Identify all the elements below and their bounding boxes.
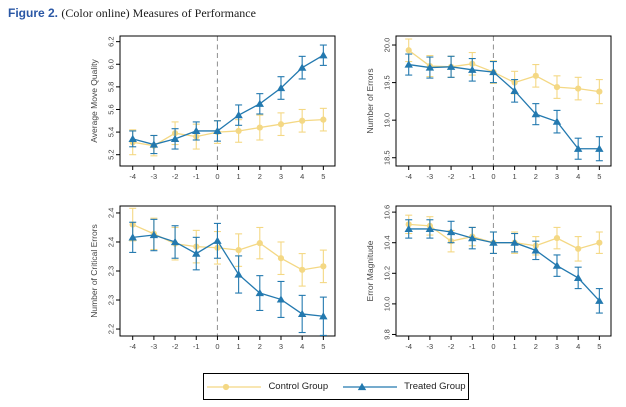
svg-text:-1: -1 — [193, 342, 200, 351]
svg-text:3: 3 — [555, 342, 559, 351]
svg-text:Error Magnitude: Error Magnitude — [365, 240, 375, 301]
svg-text:Number of Critical Errors: Number of Critical Errors — [89, 224, 99, 318]
chart-number-of-critical-errors-plot: 2.2 2.3 2.3 2.4 2.4 -4 -3 -2 -1 0 1 2 3 4 5 Number of C… — [89, 205, 336, 351]
svg-text:2.2: 2.2 — [107, 324, 116, 334]
svg-text:19.0: 19.0 — [383, 113, 392, 128]
legend-label-treated: Treated Group — [404, 381, 466, 392]
figure-title: Figure 2. (Color online) Measures of Per… — [8, 6, 256, 21]
svg-text:2: 2 — [258, 342, 262, 351]
chart-error-magnitude-plot: 9.8 10.0 10.2 10.4 10.6 -4 -3 -2 -1 0 1 2 3 4 5 Error M… — [365, 205, 612, 351]
svg-text:4: 4 — [576, 342, 580, 351]
svg-text:0: 0 — [491, 172, 495, 181]
svg-text:2: 2 — [258, 172, 262, 181]
svg-text:4: 4 — [300, 172, 304, 181]
svg-text:-2: -2 — [448, 342, 455, 351]
svg-text:5.8: 5.8 — [107, 82, 116, 92]
svg-text:5: 5 — [321, 342, 325, 351]
svg-text:20.0: 20.0 — [383, 38, 392, 53]
svg-text:-4: -4 — [129, 342, 136, 351]
chart-average-move-quality-plot: 5.2 5.4 5.6 5.8 6.0 6.2 -4 -3 -2 -1 0 1 2 3 4 5 Average … — [89, 35, 336, 181]
legend-label-control: Control Group — [268, 381, 329, 392]
svg-text:-1: -1 — [469, 342, 476, 351]
svg-text:-4: -4 — [405, 172, 412, 181]
svg-text:5: 5 — [597, 342, 601, 351]
svg-text:0: 0 — [491, 342, 495, 351]
svg-text:5.2: 5.2 — [107, 149, 116, 159]
svg-text:18.5: 18.5 — [383, 150, 392, 165]
chart-average-move-quality: 5.2 5.4 5.6 5.8 6.0 6.2 -4 -3 -2 -1 0 1 2 3 4 5 Average … — [84, 28, 346, 190]
svg-text:9.8: 9.8 — [383, 329, 392, 339]
svg-text:2.4: 2.4 — [107, 237, 116, 247]
svg-text:-3: -3 — [151, 172, 158, 181]
svg-text:2: 2 — [534, 342, 538, 351]
figure-number-label: Figure 2. — [8, 6, 59, 20]
chart-number-of-errors: 18.5 19.0 19.5 20.0 -4 -3 -2 -1 0 1 2 3 4 5 Number of … — [360, 28, 622, 190]
control-marker-icon — [207, 383, 262, 390]
svg-text:6.2: 6.2 — [107, 36, 116, 46]
svg-text:-2: -2 — [172, 342, 179, 351]
chart-error-magnitude: 9.8 10.0 10.2 10.4 10.6 -4 -3 -2 -1 0 1 2 3 4 5 Error M… — [360, 198, 622, 360]
svg-text:1: 1 — [237, 342, 241, 351]
svg-text:-3: -3 — [427, 172, 434, 181]
svg-text:6.0: 6.0 — [107, 59, 116, 69]
svg-text:-4: -4 — [129, 172, 136, 181]
svg-text:5: 5 — [321, 172, 325, 181]
svg-text:10.0: 10.0 — [383, 297, 392, 312]
svg-text:0: 0 — [215, 342, 219, 351]
svg-text:5: 5 — [597, 172, 601, 181]
svg-text:1: 1 — [513, 342, 517, 351]
legend-item-control: Control Group — [206, 381, 328, 393]
svg-text:5.6: 5.6 — [107, 104, 116, 114]
svg-text:19.5: 19.5 — [383, 75, 392, 90]
figure-caption: (Color online) Measures of Performance — [61, 6, 256, 20]
svg-text:2.3: 2.3 — [107, 295, 116, 305]
svg-text:-1: -1 — [469, 172, 476, 181]
svg-text:2.4: 2.4 — [107, 208, 116, 218]
svg-text:-4: -4 — [405, 342, 412, 351]
svg-text:10.4: 10.4 — [383, 235, 392, 250]
svg-text:3: 3 — [279, 342, 283, 351]
svg-text:1: 1 — [237, 172, 241, 181]
svg-text:-1: -1 — [193, 172, 200, 181]
svg-text:4: 4 — [576, 172, 580, 181]
svg-text:Number of Errors: Number of Errors — [365, 68, 375, 133]
svg-text:2: 2 — [534, 172, 538, 181]
svg-text:0: 0 — [215, 172, 219, 181]
svg-text:2.3: 2.3 — [107, 266, 116, 276]
svg-text:3: 3 — [555, 172, 559, 181]
legend-item-treated: Treated Group — [342, 381, 466, 393]
svg-text:-2: -2 — [448, 172, 455, 181]
chart-number-of-errors-plot: 18.5 19.0 19.5 20.0 -4 -3 -2 -1 0 1 2 3 4 5 Number of … — [365, 35, 612, 181]
svg-text:5.4: 5.4 — [107, 127, 116, 137]
svg-text:4: 4 — [300, 342, 304, 351]
svg-text:-3: -3 — [151, 342, 158, 351]
svg-text:10.2: 10.2 — [383, 266, 392, 281]
treated-marker-icon — [343, 382, 398, 390]
svg-text:10.6: 10.6 — [383, 205, 392, 220]
svg-text:1: 1 — [513, 172, 517, 181]
svg-text:3: 3 — [279, 172, 283, 181]
svg-text:Average Move Quality: Average Move Quality — [89, 59, 99, 143]
svg-text:-2: -2 — [172, 172, 179, 181]
svg-text:-3: -3 — [427, 342, 434, 351]
chart-number-of-critical-errors: 2.2 2.3 2.3 2.4 2.4 -4 -3 -2 -1 0 1 2 3 4 5 Number of C… — [84, 198, 346, 360]
legend: Control Group Treated Group — [203, 373, 469, 400]
